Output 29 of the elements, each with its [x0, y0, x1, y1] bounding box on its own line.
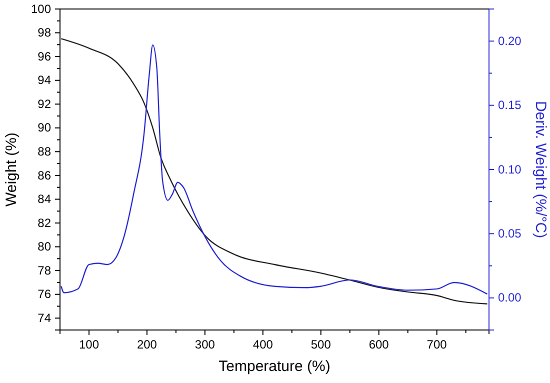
y-tick-label: 84	[38, 192, 52, 206]
y-tick-label: 76	[38, 287, 52, 302]
y-tick-label: 74	[38, 310, 52, 325]
y2-tick-label: 0.10	[498, 162, 522, 176]
x-tick-label: 300	[194, 338, 216, 352]
x-tick-label: 500	[310, 338, 332, 352]
x-tick-label: 600	[368, 338, 390, 352]
y2-tick-label: 0.20	[498, 34, 522, 48]
y-tick-label: 86	[38, 168, 52, 182]
y-tick-label: 88	[38, 144, 52, 159]
y-tick-label: 90	[38, 120, 52, 135]
y-tick-label: 100	[30, 2, 52, 16]
y2-tick-label: 0.00	[498, 290, 522, 305]
y2-tick-label: 0.05	[498, 226, 522, 241]
y-tick-label: 78	[38, 263, 52, 278]
y-tick-label: 98	[38, 26, 52, 40]
x-tick-label: 200	[136, 338, 158, 352]
x-tick-label: 100	[78, 338, 100, 352]
x-tick-label: 700	[426, 338, 448, 352]
y2-tick-label: 0.15	[498, 98, 522, 112]
y2-axis-title: Deriv. Weight (%/°C)	[532, 100, 549, 238]
y-axis-title: Weight (%)	[3, 132, 20, 206]
y-tick-label: 80	[38, 240, 52, 254]
x-tick-label: 400	[252, 338, 274, 352]
y-tick-label: 92	[38, 96, 52, 111]
y-tick-label: 82	[38, 216, 52, 230]
x-axis-title: Temperature (%)	[218, 358, 330, 375]
y-tick-label: 96	[38, 49, 52, 64]
y-tick-label: 94	[38, 73, 52, 88]
